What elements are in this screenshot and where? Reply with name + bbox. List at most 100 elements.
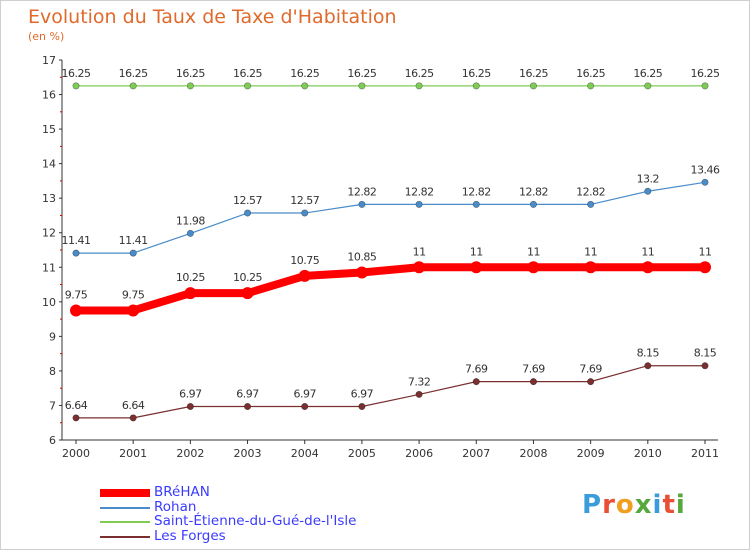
data-label: 11	[584, 245, 597, 258]
y-tick-label: 14	[42, 158, 56, 171]
data-point	[298, 269, 311, 282]
data-point	[301, 82, 309, 90]
data-label: 10.75	[290, 254, 319, 267]
data-label: 13.2	[637, 172, 660, 185]
x-tick-label: 2007	[462, 447, 490, 460]
data-label: 12.82	[347, 185, 376, 198]
y-tick-label: 9	[49, 330, 56, 343]
data-label: 16.25	[691, 67, 720, 80]
data-point	[529, 82, 537, 90]
data-label: 8.15	[637, 347, 660, 360]
data-label: 6.97	[179, 387, 202, 400]
legend-swatch	[100, 521, 150, 523]
data-label: 16.25	[633, 67, 662, 80]
y-tick-label: 11	[42, 261, 56, 274]
data-point	[70, 304, 82, 317]
data-point	[641, 261, 654, 274]
x-tick-label: 2010	[634, 447, 662, 460]
data-label: 7.69	[522, 363, 545, 376]
data-label: 9.75	[65, 288, 88, 301]
y-tick-label: 7	[49, 399, 56, 412]
data-point	[701, 178, 709, 186]
y-tick-label: 16	[42, 89, 56, 102]
logo-letter: i	[652, 490, 663, 520]
x-tick-label: 2011	[691, 447, 719, 460]
data-point	[129, 82, 137, 90]
data-point	[72, 414, 80, 422]
data-point	[472, 378, 480, 386]
data-point	[413, 261, 426, 274]
data-label: 12.57	[233, 194, 262, 207]
x-tick-label: 2002	[176, 447, 204, 460]
data-label: 10.85	[347, 250, 376, 263]
legend-item: Les Forges	[100, 527, 520, 544]
data-point	[527, 261, 540, 274]
legend-label: Saint-Étienne-du-Gué-de-l'Isle	[154, 513, 357, 529]
data-point	[472, 200, 480, 208]
data-point	[470, 261, 483, 274]
data-point	[186, 229, 194, 237]
x-tick-label: 2009	[577, 447, 605, 460]
logo-letter: r	[602, 490, 616, 520]
data-point	[184, 287, 197, 300]
x-tick-label: 2003	[234, 447, 262, 460]
data-label: 16.25	[233, 67, 262, 80]
data-label: 9.75	[122, 288, 145, 301]
legend-label: BRéHAN	[154, 484, 210, 500]
data-label: 7.69	[579, 363, 602, 376]
legend-label: Les Forges	[154, 527, 226, 544]
data-label: 6.64	[65, 399, 88, 412]
data-label: 7.32	[408, 375, 431, 388]
data-label: 16.25	[576, 67, 605, 80]
data-label: 11.41	[119, 234, 148, 247]
data-label: 11	[641, 245, 654, 258]
data-label: 12.82	[462, 185, 491, 198]
logo-letter: P	[582, 490, 603, 520]
data-label: 13.46	[691, 163, 720, 176]
data-label: 12.82	[519, 185, 548, 198]
data-point	[72, 249, 80, 257]
data-label: 11	[413, 245, 426, 258]
data-point	[301, 402, 309, 410]
data-point	[358, 402, 366, 410]
data-label: 11	[699, 245, 712, 258]
chart-subtitle: (en %)	[28, 30, 65, 43]
data-point	[587, 378, 595, 386]
data-point	[587, 200, 595, 208]
data-label: 12.82	[576, 185, 605, 198]
legend-item: Saint-Étienne-du-Gué-de-l'Isle	[100, 513, 520, 529]
data-label: 16.25	[176, 67, 205, 80]
legend-item: BRéHAN	[100, 484, 520, 500]
data-label: 11.98	[176, 214, 205, 227]
x-tick-label: 2005	[348, 447, 376, 460]
data-point	[129, 249, 137, 257]
data-point	[244, 402, 252, 410]
data-point	[301, 209, 309, 217]
data-point	[584, 261, 597, 274]
x-tick-label: 2000	[62, 447, 90, 460]
chart-title: Evolution du Taux de Taxe d'Habitation	[28, 6, 397, 28]
data-label: 16.25	[62, 67, 91, 80]
data-point	[701, 82, 709, 90]
y-tick-label: 15	[42, 123, 56, 136]
data-label: 16.25	[519, 67, 548, 80]
y-tick-label: 6	[49, 434, 56, 447]
y-tick-label: 12	[42, 227, 56, 240]
y-tick-label: 17	[42, 54, 56, 67]
logo-letter: o	[615, 490, 635, 520]
x-tick-label: 2006	[405, 447, 433, 460]
data-point	[472, 82, 480, 90]
series-line	[75, 181, 706, 254]
data-point	[358, 82, 366, 90]
data-label: 16.25	[290, 67, 319, 80]
legend-swatch	[100, 506, 150, 509]
data-label: 6.97	[236, 387, 259, 400]
legend-swatch	[100, 489, 150, 497]
y-tick-label: 10	[42, 296, 56, 309]
series-line	[72, 263, 709, 315]
logo-letter: t	[662, 490, 676, 520]
data-point	[244, 209, 252, 217]
series-line	[75, 365, 706, 419]
data-label: 16.25	[347, 67, 376, 80]
